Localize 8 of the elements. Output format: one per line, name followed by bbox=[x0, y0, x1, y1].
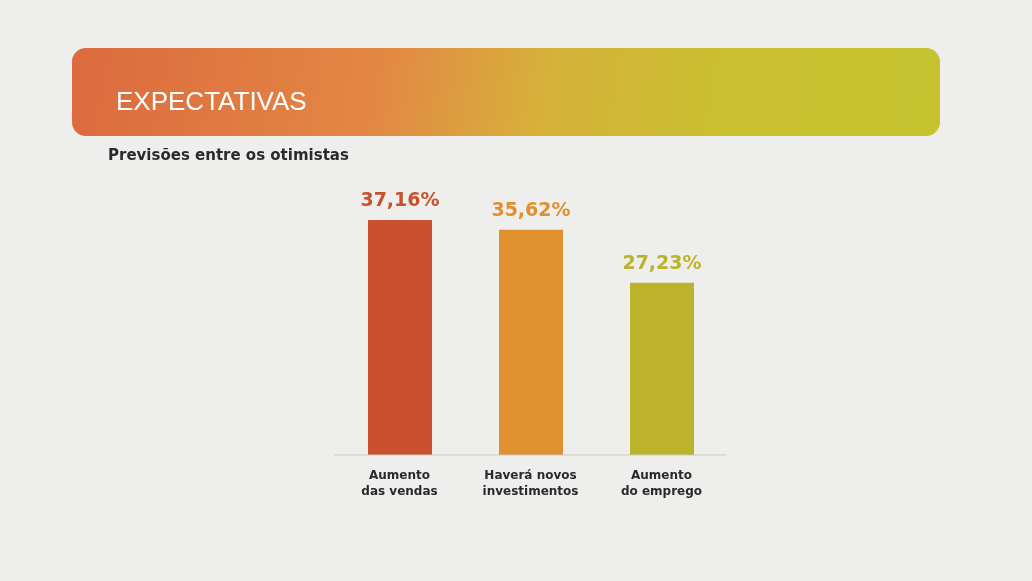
data-label: 37,16% bbox=[360, 188, 440, 210]
data-label: 27,23% bbox=[622, 250, 702, 273]
x-tick-label: Haverá novos investimentos bbox=[482, 468, 579, 498]
chart-subtitle: Previsões entre os otimistas bbox=[108, 146, 349, 164]
chart-title: EXPECTATIVAS bbox=[116, 86, 307, 117]
x-tick-label: Aumento das vendas bbox=[361, 468, 438, 498]
data-label: 35,62% bbox=[491, 197, 571, 220]
x-tick-label: Aumento do emprego bbox=[620, 468, 703, 498]
